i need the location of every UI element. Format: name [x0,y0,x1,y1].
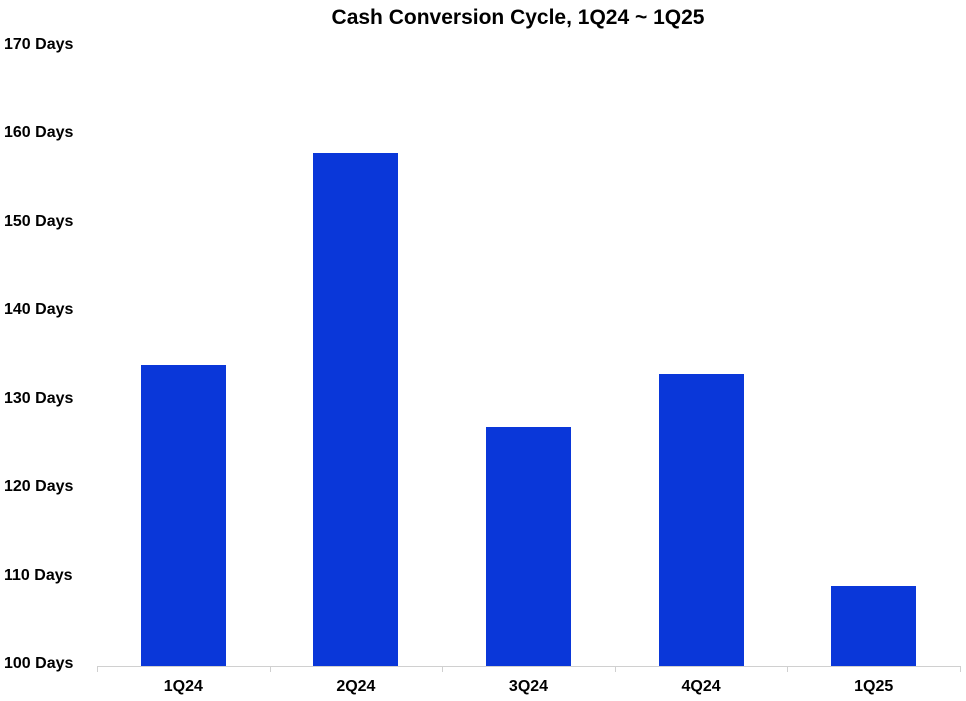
y-tick-label: 170 Days [4,36,74,53]
bar-1q25 [831,586,917,666]
x-axis-line [97,666,960,667]
y-tick-label: 140 Days [4,301,74,319]
bar-4q24 [658,374,744,666]
x-tick-label: 1Q25 [854,678,894,695]
x-tick-label: 1Q24 [163,678,203,695]
bar-1q24 [140,365,226,666]
x-axis-tick [442,666,444,672]
x-axis-tick [614,666,616,672]
y-tick-label: 100 Days [4,655,74,672]
x-axis-tick [787,666,789,672]
x-axis-tick [960,666,961,672]
x-tick-label: 4Q24 [681,678,721,695]
x-axis-tick [97,666,98,672]
bar-3q24 [486,427,571,666]
y-tick-label: 130 Days [4,389,74,407]
chart-title: Cash Conversion Cycle, 1Q24 ~ 1Q25 [331,6,705,29]
y-tick-label: 110 Days [4,566,73,584]
y-tick-label: 160 Days [4,124,74,142]
bar-2q24 [313,153,399,666]
y-tick-label: 120 Days [4,478,74,496]
x-tick-label: 3Q24 [508,678,549,695]
x-axis-tick [269,666,271,672]
x-tick-label: 2Q24 [336,678,376,695]
y-tick-label: 150 Days [4,212,74,230]
